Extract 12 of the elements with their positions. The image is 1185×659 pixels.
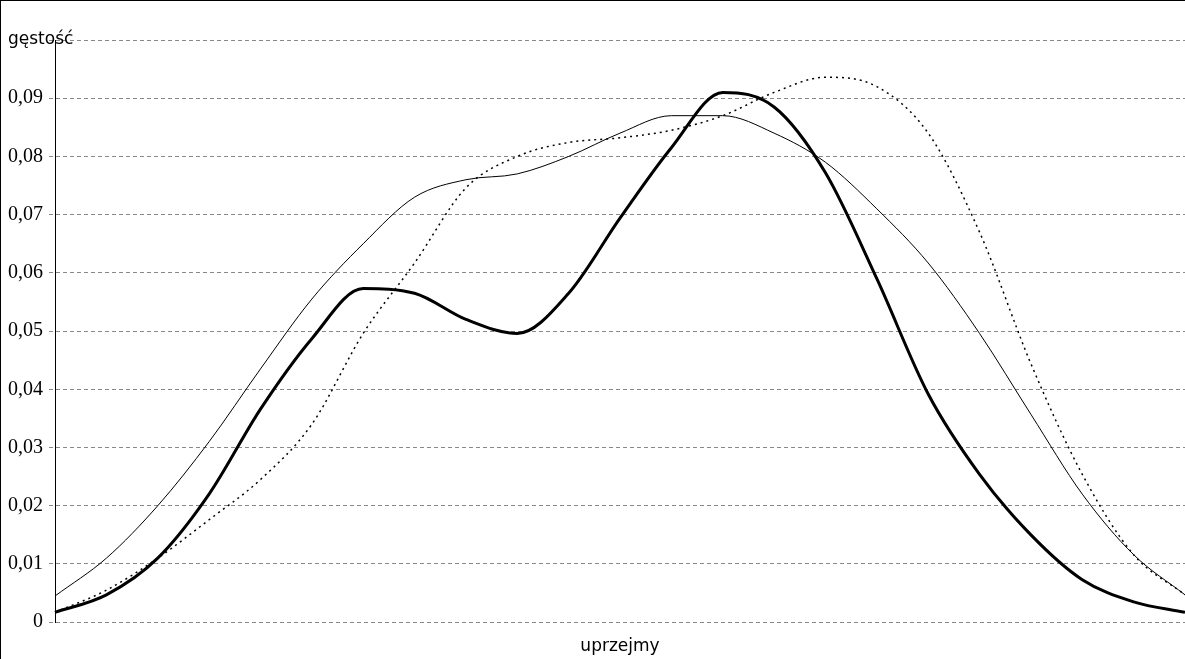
y-tick-label: 0,07	[8, 201, 43, 224]
y-tick-label: 0,01	[8, 551, 43, 574]
y-tick-label: 0,03	[8, 434, 43, 457]
y-tick-label: 0	[33, 609, 43, 632]
x-axis-title: uprzejmy	[580, 635, 660, 656]
y-tick-label: 0,08	[8, 143, 43, 166]
y-axis-title: gęstość	[8, 27, 74, 48]
y-tick-label: 0,09	[8, 85, 43, 108]
y-tick-label: 0,05	[8, 318, 43, 341]
y-tick-label: 0,02	[8, 493, 43, 516]
y-tick-label: 0,04	[8, 376, 43, 399]
y-tick-label: 0,06	[8, 260, 43, 283]
